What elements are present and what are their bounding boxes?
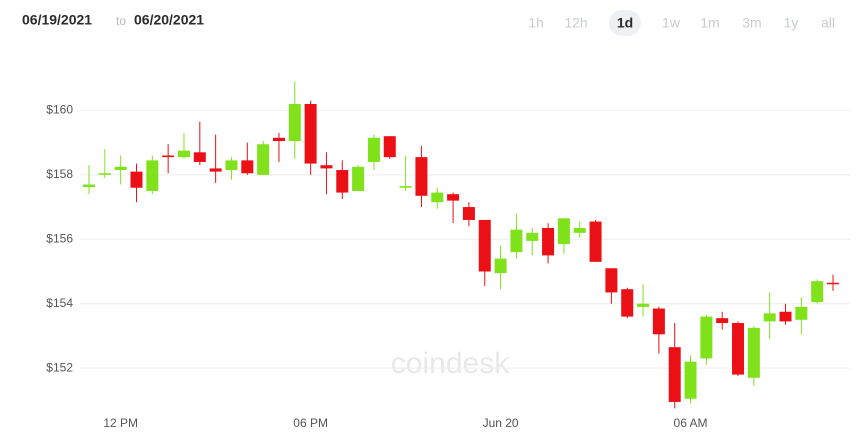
candle-body — [241, 160, 254, 174]
candle-body — [225, 160, 238, 171]
candle-body — [431, 192, 444, 203]
candle-body — [272, 137, 285, 142]
candle-body — [795, 306, 808, 320]
y-tick-label: $152 — [46, 360, 73, 374]
candle-body — [193, 152, 206, 162]
candle-body — [304, 103, 317, 164]
candle-body — [557, 218, 570, 245]
candle-body — [573, 228, 586, 233]
candle-body — [98, 173, 111, 175]
date-from: 06/19/2021 — [22, 12, 92, 28]
range-button[interactable]: 1m — [700, 15, 719, 31]
candle-body — [827, 282, 840, 285]
candle-body — [367, 137, 380, 162]
watermark: coindesk — [391, 347, 510, 380]
candle-body — [684, 361, 697, 399]
candle-body — [510, 229, 523, 253]
candle-body — [605, 268, 618, 293]
date-to: 06/20/2021 — [134, 12, 204, 28]
x-tick-label: 12 PM — [103, 416, 138, 430]
candle-body — [415, 157, 428, 196]
candle-body — [637, 303, 650, 307]
range-selected-bg — [609, 10, 641, 36]
candle-body — [700, 316, 713, 359]
candle-body — [732, 323, 745, 375]
candle-body — [589, 221, 602, 262]
candle-body — [83, 184, 95, 188]
candle-body — [494, 258, 507, 274]
candle-body — [716, 318, 729, 324]
candle-body — [779, 311, 792, 322]
candle-body — [320, 165, 333, 169]
candle-body — [177, 150, 190, 158]
date-separator: to — [116, 14, 126, 28]
candle-body — [383, 136, 396, 158]
candle-body — [399, 186, 412, 188]
candle-body — [209, 168, 222, 172]
candle-body — [352, 166, 365, 191]
range-button[interactable]: 3m — [742, 15, 761, 31]
x-tick-label: 06 AM — [674, 416, 708, 430]
candle-body — [621, 289, 634, 317]
y-tick-label: $160 — [46, 103, 73, 117]
y-tick-label: $156 — [46, 231, 73, 245]
candle-body — [542, 228, 555, 256]
candle-body — [668, 347, 681, 402]
x-tick-label: Jun 20 — [483, 416, 519, 430]
candle-body — [811, 281, 824, 303]
candle-body — [526, 232, 539, 241]
range-button[interactable]: all — [821, 15, 835, 31]
candle-body — [447, 194, 460, 201]
candle-body — [146, 160, 159, 191]
x-tick-label: 06 PM — [293, 416, 328, 430]
range-button[interactable]: 12h — [564, 15, 587, 31]
candle-body — [763, 313, 776, 322]
candle-body — [652, 308, 665, 335]
candle-body — [162, 155, 175, 158]
range-button[interactable]: 1d — [617, 15, 633, 31]
candle-body — [114, 166, 127, 171]
candle-body — [257, 144, 270, 175]
candle-body — [478, 219, 491, 272]
candle-body — [288, 103, 301, 142]
range-button[interactable]: 1y — [784, 15, 799, 31]
range-button[interactable]: 1h — [528, 15, 544, 31]
range-button[interactable]: 1w — [662, 15, 681, 31]
y-tick-label: $154 — [46, 296, 73, 310]
y-tick-label: $158 — [46, 167, 73, 181]
candle-body — [462, 207, 475, 220]
candle-body — [747, 327, 760, 378]
candle-body — [336, 170, 349, 193]
candle-body — [130, 171, 143, 188]
